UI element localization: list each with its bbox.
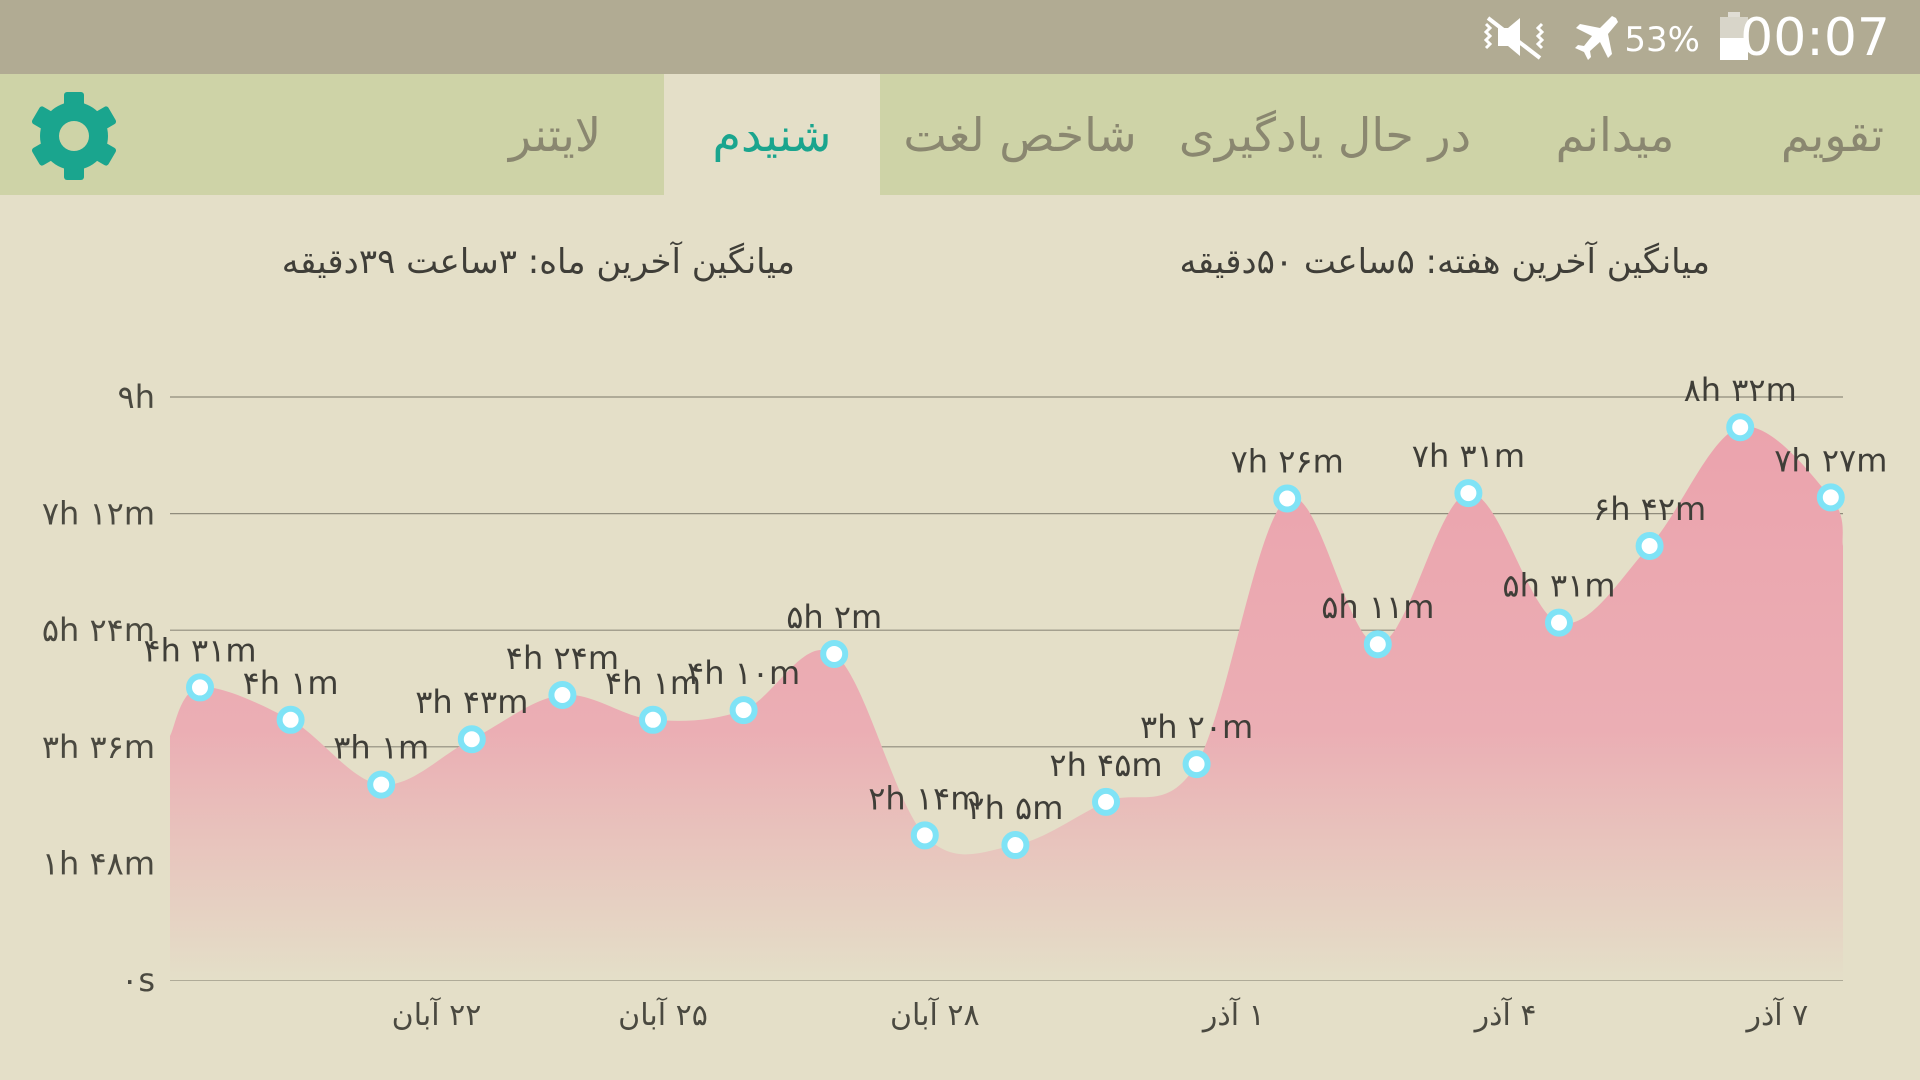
data-label: ۳h ۲۰m — [1140, 708, 1253, 746]
data-label: ۴h ۲۴m — [506, 639, 619, 677]
data-point[interactable] — [1001, 831, 1030, 860]
y-tick-label: ۹h — [118, 378, 155, 416]
data-point[interactable] — [729, 696, 758, 725]
data-label: ۳h ۴۳m — [415, 683, 528, 721]
data-point[interactable] — [1726, 413, 1755, 442]
data-label: ۲h ۱۴m — [868, 779, 981, 817]
tab-learning[interactable]: در حال یادگیری — [1178, 107, 1472, 162]
data-label: ۷h ۳۱m — [1412, 437, 1525, 475]
battery-icon — [1718, 12, 1750, 66]
x-tick-label: ۴ آذر — [1473, 997, 1537, 1033]
tab-heard[interactable]: شنیدم — [664, 74, 880, 195]
gear-icon — [31, 92, 117, 180]
data-label: ۵h ۲m — [786, 598, 882, 636]
y-tick-label: ۱h ۴۸m — [42, 844, 155, 882]
settings-button[interactable] — [26, 88, 122, 184]
airplane-mode-icon — [1572, 14, 1620, 66]
battery-percentage: 53% — [1624, 20, 1700, 60]
x-tick-label: ۷ آذر — [1744, 997, 1808, 1033]
data-point[interactable] — [186, 673, 214, 702]
monthly-average: میانگین آخرین ماه: ۳ساعت ۳۹دقیقه — [281, 242, 795, 282]
x-axis: ۲۲ آبان ۲۵ آبان ۲۸ آبان ۱ آذر ۴ آذر ۷ آذر — [392, 997, 1809, 1033]
y-tick-label: ۷h ۱۲m — [42, 495, 155, 533]
data-point[interactable] — [276, 705, 305, 734]
data-label: ۷h ۲۶m — [1231, 442, 1344, 480]
data-label: ۶h ۴۲m — [1593, 490, 1706, 528]
y-tick-label: ۳h ۳۶m — [42, 728, 155, 766]
weekly-average: میانگین آخرین هفته: ۵ساعت ۵۰دقیقه — [1179, 242, 1711, 282]
data-label: ۲h ۴۵m — [1049, 746, 1162, 784]
data-label: ۲h ۵m — [967, 789, 1063, 827]
data-point[interactable] — [910, 821, 939, 850]
y-axis: ۰s ۱h ۴۸m ۳h ۳۶m ۵h ۲۴m ۷h ۱۲m ۹h — [42, 378, 155, 999]
data-point[interactable] — [1092, 787, 1120, 816]
tab-calendar[interactable]: تقویم — [1780, 107, 1885, 162]
data-label: ۸h ۳۲m — [1684, 371, 1797, 409]
data-point[interactable] — [1273, 484, 1302, 513]
data-points — [186, 413, 1845, 860]
data-point[interactable] — [457, 725, 486, 754]
data-label: ۴h ۱m — [243, 664, 339, 702]
data-point[interactable] — [1363, 630, 1392, 659]
data-point[interactable] — [1545, 608, 1573, 637]
clock: 00:07 — [1740, 8, 1890, 68]
data-point[interactable] — [820, 639, 849, 668]
data-point[interactable] — [548, 680, 577, 709]
x-tick-label: ۱ آذر — [1201, 997, 1265, 1033]
x-tick-label: ۲۲ آبان — [392, 997, 482, 1033]
data-label: ۴h ۳۱m — [143, 631, 256, 669]
x-tick-label: ۲۸ آبان — [890, 997, 980, 1033]
tab-word-index[interactable]: شاخص لغت — [903, 107, 1137, 162]
data-label: ۵h ۳۱m — [1502, 567, 1615, 605]
data-label: ۳h ۱m — [333, 729, 429, 767]
data-point[interactable] — [1454, 479, 1483, 508]
listening-time-chart: ۰s ۱h ۴۸m ۳h ۳۶m ۵h ۲۴m ۷h ۱۲m ۹h ۲۲ آبان ۲۵ آ… — [42, 371, 1888, 1033]
data-point[interactable] — [639, 705, 667, 734]
data-point[interactable] — [1816, 483, 1845, 512]
mute-vibrate-icon — [1480, 14, 1550, 64]
tab-leitner[interactable]: لایتنر — [508, 107, 602, 162]
tab-bar: تقویم میدانم در حال یادگیری شاخص لغت شنی… — [0, 74, 1920, 195]
data-point[interactable] — [1182, 750, 1211, 779]
x-tick-label: ۲۵ آبان — [618, 997, 708, 1033]
data-point[interactable] — [1635, 531, 1664, 560]
area-series — [170, 426, 1843, 981]
data-label: ۵h ۱۱m — [1321, 588, 1434, 626]
data-label: ۷h ۲۷m — [1774, 441, 1887, 479]
tab-known[interactable]: میدانم — [1555, 107, 1675, 162]
data-point[interactable] — [367, 770, 396, 799]
y-tick-label: ۰s — [121, 961, 155, 999]
status-bar: 53% 00:07 — [0, 0, 1920, 74]
y-tick-label: ۵h ۲۴m — [42, 611, 155, 649]
data-label: ۴h ۱۰m — [687, 654, 800, 692]
data-label: ۴h ۱m — [605, 664, 701, 702]
